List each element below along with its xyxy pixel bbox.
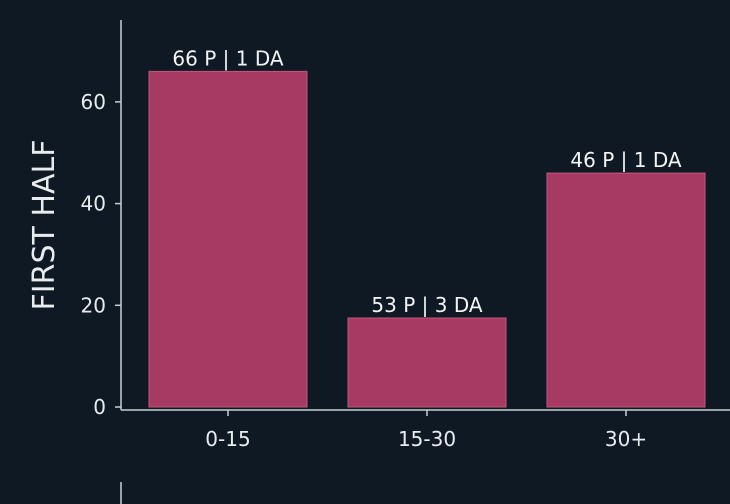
data-label-15-30: 53 P | 3 DA [371,293,482,317]
bars-group [148,70,706,408]
data-label-0-15: 66 P | 1 DA [172,46,283,70]
x-tick-label-30+: 30+ [605,427,647,451]
y-tick-label-20: 20 [81,293,106,317]
y-axis-title: FIRST HALF [27,140,62,311]
x-tick-label-15-30: 15-30 [398,427,456,451]
x-tick-group: 0-15 15-30 30+ [205,410,647,451]
data-label-30+: 46 P | 1 DA [570,148,681,172]
y-tick-group: 0 20 40 60 [81,90,121,419]
bar-30+ [546,172,706,408]
y-tick-label-0: 0 [93,395,106,419]
x-tick-label-0-15: 0-15 [205,427,250,451]
data-label-group: 66 P | 1 DA 53 P | 3 DA 46 P | 1 DA [172,46,681,317]
y-tick-label-40: 40 [81,192,106,216]
bar-0-15 [148,70,308,408]
bar-15-30 [347,317,507,408]
y-tick-label-60: 60 [81,90,106,114]
